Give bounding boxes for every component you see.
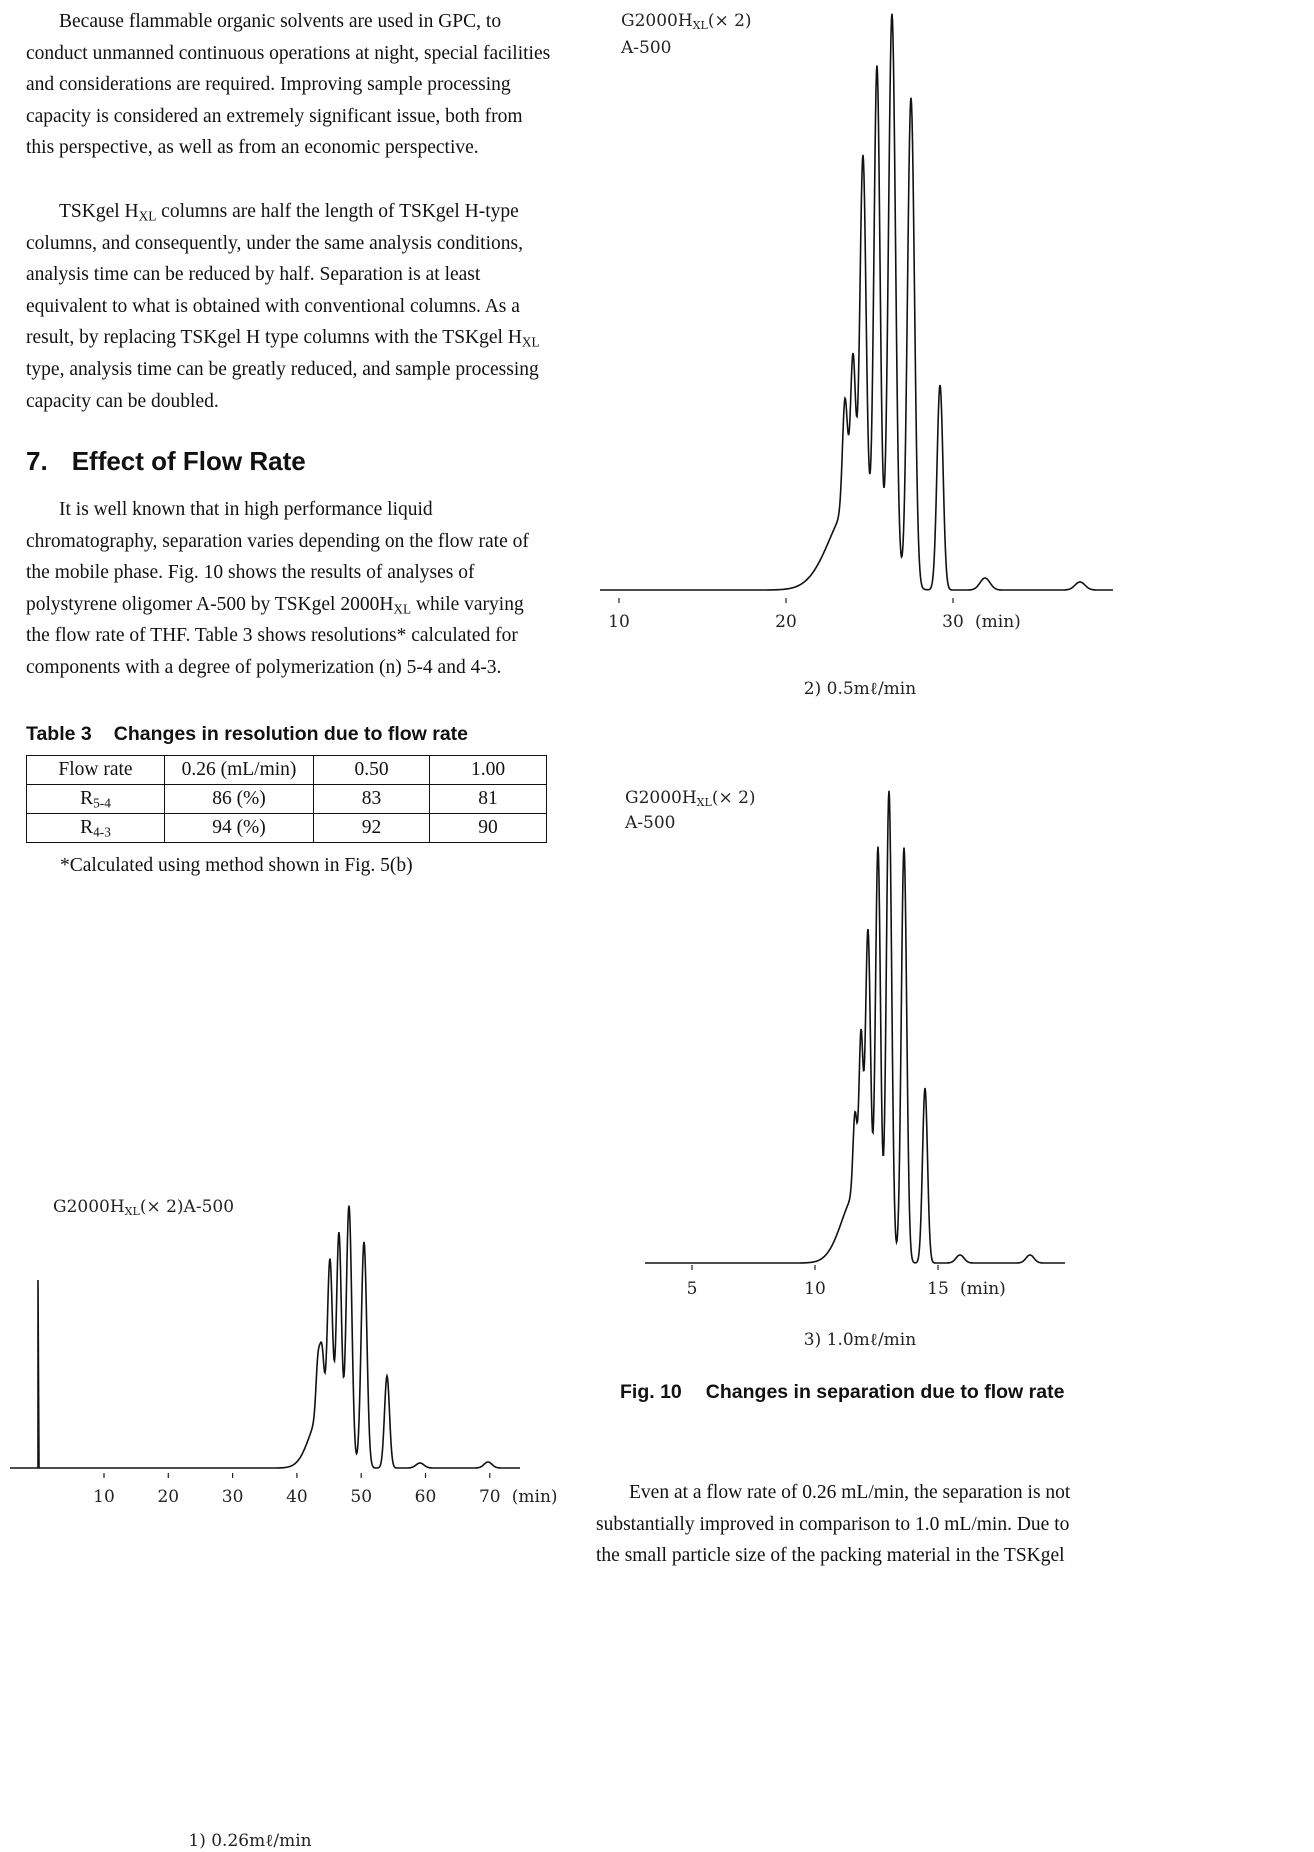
paragraph: TSKgel HXL columns are half the length o… xyxy=(26,196,551,417)
text: G2000H xyxy=(53,1197,125,1217)
cell: 0.26 (mL/min) xyxy=(164,755,314,785)
text: A-500 xyxy=(183,1197,234,1217)
cell: 86 (%) xyxy=(164,784,314,814)
chromatogram-trace xyxy=(645,790,1065,1264)
subscript: XL xyxy=(697,796,713,809)
table-footnote: *Calculated using method shown in Fig. 5… xyxy=(60,855,413,876)
figure-caption: Fig. 10 Changes in separation due to flow… xyxy=(620,1381,1064,1404)
subscript: XL xyxy=(125,1205,141,1218)
text: TSKgel H xyxy=(59,201,139,222)
panel-label: A-500 xyxy=(620,38,671,58)
text: type, analysis time can be greatly reduc… xyxy=(26,358,539,412)
chromatogram-trace xyxy=(600,13,1113,591)
cell: R4-3 xyxy=(26,813,165,843)
axis-unit: (min) xyxy=(512,1487,558,1507)
panel-label: A-500 xyxy=(624,813,675,833)
subscript: XL xyxy=(521,334,540,350)
chromatogram-trace xyxy=(10,1205,520,1469)
tick-label: 30 xyxy=(942,612,964,632)
panel-label: G2000HXL(× 2) xyxy=(621,11,752,32)
paragraph: Even at a flow rate of 0.26 mL/min, the … xyxy=(596,1477,1096,1572)
cell: 0.50 xyxy=(313,755,430,785)
cell: 92 xyxy=(313,813,430,843)
tick-label: 40 xyxy=(286,1487,308,1507)
section-heading: 7. Effect of Flow Rate xyxy=(26,446,306,477)
table-label: Table 3 xyxy=(26,723,92,745)
table-row: R4-3 94 (%) 92 90 xyxy=(26,813,547,843)
subscript: 4-3 xyxy=(93,824,111,840)
figure-title: Changes in separation due to flow rate xyxy=(705,1381,1065,1403)
paragraph: Because flammable organic solvents are u… xyxy=(26,6,551,164)
axis-unit: (min) xyxy=(960,1279,1006,1299)
text: Even at a flow rate of 0.26 mL/min, the … xyxy=(596,1482,1071,1567)
text: G2000H xyxy=(625,788,697,808)
tick-label: 10 xyxy=(93,1487,115,1507)
tick-label: 10 xyxy=(804,1279,826,1299)
table-title: Changes in resolution due to flow rate xyxy=(113,723,469,745)
table-caption: Table 3 Changes in resolution due to flow… xyxy=(26,723,468,746)
subscript: XL xyxy=(693,19,709,32)
text: R xyxy=(80,817,94,838)
text: It is well known that in high performanc… xyxy=(26,499,529,615)
tick-label: 10 xyxy=(608,612,630,632)
cell: 1.00 xyxy=(429,755,547,785)
tick-label: 70 xyxy=(479,1487,501,1507)
text: (× 2) xyxy=(140,1197,184,1217)
heading-title: Effect of Flow Rate xyxy=(71,446,306,476)
axis-unit: (min) xyxy=(975,612,1021,632)
table: Flow rate 0.26 (mL/min) 0.50 1.00 R5-4 86 (%… xyxy=(26,755,547,843)
tick-label: 30 xyxy=(222,1487,244,1507)
text: (× 2) xyxy=(708,11,752,31)
panel-label: G2000HXL(× 2) xyxy=(625,788,756,809)
cell: 83 xyxy=(313,784,430,814)
panel-caption: 3) 1.0mℓ/min xyxy=(804,1330,916,1350)
cell: 94 (%) xyxy=(164,813,314,843)
panel-caption: 2) 0.5mℓ/min xyxy=(804,679,916,699)
tick-label: 60 xyxy=(415,1487,437,1507)
text: (× 2) xyxy=(712,788,756,808)
cell: 90 xyxy=(429,813,547,843)
text: G2000H xyxy=(621,11,693,31)
heading-number: 7. xyxy=(26,446,48,476)
paragraph: It is well known that in high performanc… xyxy=(26,494,551,684)
table-row: R5-4 86 (%) 83 81 xyxy=(26,784,547,814)
subscript: XL xyxy=(138,208,157,224)
tick-label: 5 xyxy=(687,1279,698,1299)
subscript: XL xyxy=(393,601,412,617)
text: R xyxy=(80,788,94,809)
figure-label: Fig. 10 xyxy=(620,1381,682,1403)
text: while varying the flow rate of THF. Tabl… xyxy=(26,593,524,678)
text: Because flammable organic solvents are u… xyxy=(26,11,551,159)
tick-label: 20 xyxy=(157,1487,179,1507)
cell: 81 xyxy=(429,784,547,814)
subscript: 5-4 xyxy=(93,795,111,811)
tick-label: 50 xyxy=(350,1487,372,1507)
panel-caption: 1) 0.26mℓ/min xyxy=(188,1831,311,1851)
table-header: Flow rate 0.26 (mL/min) 0.50 1.00 xyxy=(26,755,547,785)
panel-label: G2000HXL(× 2)A-500 xyxy=(53,1197,234,1218)
text: columns are half the length of TSKgel H-… xyxy=(26,201,523,349)
tick-label: 20 xyxy=(775,612,797,632)
tick-label: 15 xyxy=(927,1279,949,1299)
